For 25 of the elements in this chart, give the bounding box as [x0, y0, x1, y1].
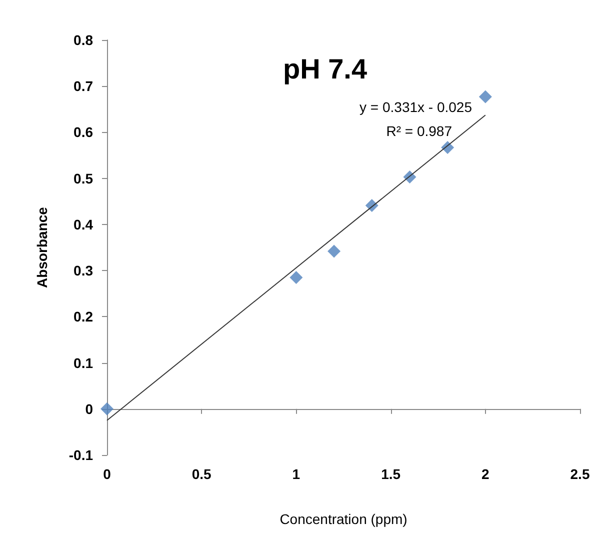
text: pH 7.4: [283, 54, 368, 84]
y-tick-label: 0.6: [74, 124, 94, 140]
point: [478, 90, 492, 104]
y-tick-label: 0.2: [74, 308, 94, 325]
x-tick-label: 0: [103, 466, 112, 482]
y-axis-title: Absorbance: [34, 206, 50, 288]
y-tick-label: 0: [85, 400, 94, 417]
y-tick-label: 0.4: [74, 216, 94, 232]
x-tick-label: 2: [482, 466, 490, 482]
x-tick-label: 1.5: [381, 466, 401, 482]
point: [290, 270, 303, 284]
x-tick-label: 0.5: [192, 466, 212, 482]
x-tick-label: 1: [292, 466, 300, 482]
annotation: y = 0.331x - 0.025: [360, 99, 472, 115]
y-tick-label: 0.5: [74, 170, 94, 186]
y-tick-label: 0.7: [74, 78, 94, 94]
y-tick-label: -0.1: [68, 447, 94, 463]
annotation: R² = 0.987: [386, 123, 452, 139]
y-tick-label: 0.8: [74, 32, 94, 48]
y-tick-label: 0.3: [74, 262, 94, 279]
x-tick-label: 2.5: [570, 466, 590, 482]
y-tick-label: 0.1: [74, 354, 94, 371]
point: [100, 402, 114, 416]
point: [328, 244, 341, 258]
x-axis-title: Concentration (ppm): [280, 511, 408, 527]
